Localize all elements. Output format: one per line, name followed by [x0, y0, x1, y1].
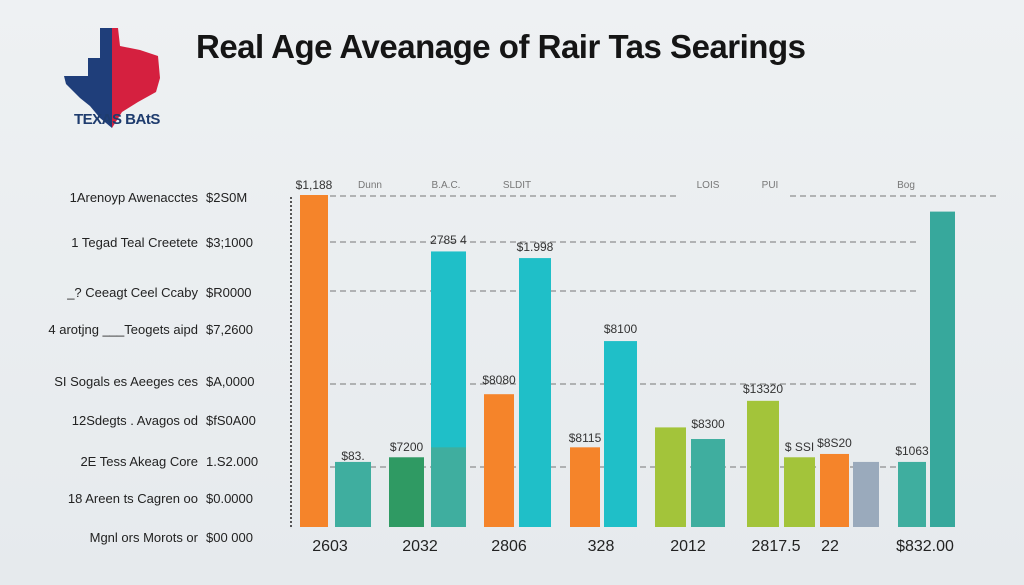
bar [484, 394, 514, 527]
top-label: Dunn [358, 180, 382, 191]
bar-data-label: $8100 [603, 322, 638, 336]
logo-text: TEXAS BAtS [74, 111, 160, 128]
y-row-label: 1 Tegad Teal Creetete [71, 235, 198, 250]
bar [784, 457, 815, 527]
x-tick-label: 2817.5 [751, 538, 801, 555]
bar-data-label: $1,188 [295, 178, 333, 192]
bar [519, 258, 551, 527]
bar [930, 211, 955, 527]
y-row-value: 1.S2.000 [206, 454, 259, 469]
bar-data-label: $8S20 [817, 436, 852, 450]
top-label: B.A.C. [431, 180, 461, 191]
bar-data-label: $1063 [895, 444, 929, 458]
bar-data-label: $8300 [691, 417, 725, 431]
bar-overlay-segment [431, 447, 466, 527]
y-row-value: $2S0M [206, 190, 248, 205]
bar [570, 447, 600, 527]
bar [300, 195, 328, 527]
bar-data-label: $8115 [568, 431, 602, 445]
x-tick-label: 2032 [402, 538, 438, 555]
y-row-value: $A,0000 [206, 374, 255, 389]
y-row-label: 4 arotjng ___Teogets aipd [48, 322, 198, 337]
bar-data-label: $83. [341, 449, 365, 463]
bar [747, 400, 779, 527]
y-row-value: $0.0000 [206, 491, 253, 506]
bar-data-label: $1.998 [516, 240, 554, 254]
y-row-label: Mgnl ors Morots or [89, 530, 198, 545]
y-row-value: $3;1000 [206, 235, 253, 250]
bar [898, 461, 926, 527]
top-label: PUI [761, 180, 779, 191]
chart-title: Real Age Aveanage of Rair Tas Searings [196, 28, 806, 65]
top-label: LOIS [696, 180, 720, 191]
bar-data-label: 2785 4 [430, 233, 467, 247]
y-row-value: $7,2600 [206, 322, 253, 337]
x-tick-label: $832.00 [896, 538, 954, 555]
bar [820, 453, 849, 527]
bar [335, 461, 371, 527]
y-row-label: 2E Tess Akeag Core [80, 454, 198, 469]
y-row-label: SI Sogals es Aeeges ces [54, 374, 198, 389]
bar [853, 461, 879, 527]
bar-data-label: $8080 [482, 373, 516, 387]
top-label: Bog [897, 180, 915, 191]
y-row-label: 1Arenoyp Awenacctes [69, 190, 198, 205]
y-row-value: $fS0A00 [206, 413, 256, 428]
top-label: SLDIT [502, 180, 532, 191]
y-row-value: $00 000 [206, 530, 253, 545]
x-tick-label: 328 [587, 538, 615, 555]
y-row-label: 12Sdegts . Avagos od [71, 413, 198, 428]
bar [389, 457, 424, 527]
y-row-label: 18 Areen ts Cagren oo [67, 491, 198, 506]
bar-data-label: $7200 [389, 440, 424, 454]
x-tick-label: 2012 [670, 538, 706, 555]
y-row-value: $R0000 [206, 285, 252, 300]
x-tick-label: 2806 [491, 538, 527, 555]
bar [691, 439, 725, 527]
y-row-label: _? Ceeagt Ceel Ccaby [67, 285, 198, 300]
bar [604, 341, 637, 527]
bar [655, 427, 686, 527]
bar-data-label: $ SSI [784, 440, 815, 454]
bar-data-label: $13320 [742, 382, 784, 396]
texas-map-logo-icon [64, 28, 160, 128]
x-tick-label: 22 [821, 538, 839, 555]
x-tick-label: 2603 [312, 538, 348, 555]
